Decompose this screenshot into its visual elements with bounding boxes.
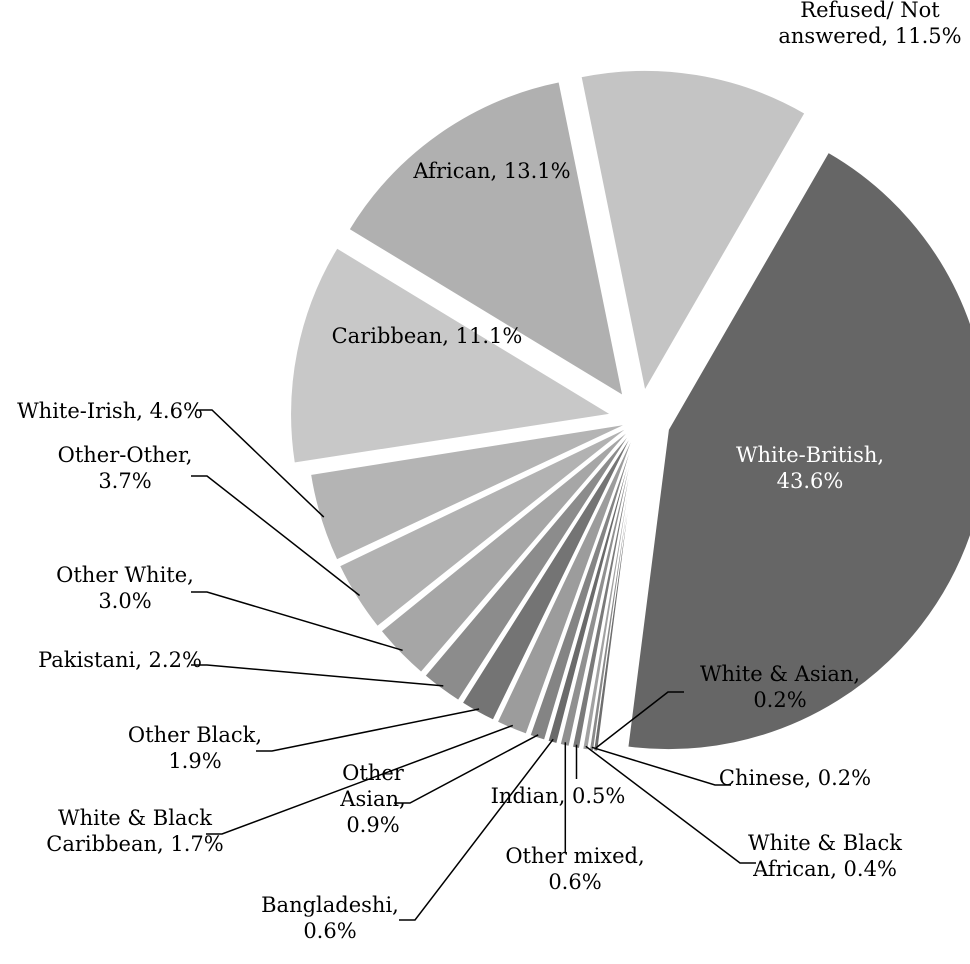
slice-label-white-irish: White-Irish, 4.6% xyxy=(17,399,203,423)
leader-line-chinese xyxy=(591,746,731,786)
pie-slices xyxy=(290,69,970,752)
leader-line-pakistani xyxy=(191,664,444,687)
pie-slice-other-white xyxy=(380,429,631,673)
slice-label-other-mixed: Other mixed, 0.6% xyxy=(505,844,644,894)
slice-label-white-british: White-British, 43.6% xyxy=(736,443,884,493)
leader-line-bangladeshi xyxy=(399,738,554,921)
leader-line-white-irish xyxy=(196,409,325,518)
slice-label-african: African, 13.1% xyxy=(412,159,570,183)
leader-line-other-other xyxy=(191,475,361,597)
pie-slice-white-black-caribbean xyxy=(496,432,636,735)
pie-slice-white-british xyxy=(627,151,970,751)
pie-slice-white-irish xyxy=(310,423,627,561)
leader-line-white-asian xyxy=(595,691,684,749)
leader-lines xyxy=(191,409,756,921)
pie-slice-pakistani xyxy=(424,430,633,701)
pie-slice-african xyxy=(348,81,624,397)
slice-label-bangladeshi: Bangladeshi, 0.6% xyxy=(261,893,399,943)
slice-label-white-black-caribbean: White & Black Caribbean, 1.7% xyxy=(46,806,223,856)
slice-label-chinese: Chinese, 0.2% xyxy=(719,766,871,790)
leader-line-other-asian xyxy=(394,734,539,804)
slice-labels: White-British, 43.6% White & Asian, 0.2% Chi… xyxy=(17,0,962,943)
leader-line-other-white xyxy=(191,591,403,652)
pie-slice-other-other xyxy=(338,426,629,628)
slice-label-other-white: Other White, 3.0% xyxy=(56,563,194,613)
pie-slice-other-black xyxy=(461,431,634,721)
pie-slice-other-asian xyxy=(529,433,637,741)
leader-line-other-black xyxy=(256,708,480,752)
slice-label-other-black: Other Black, 1.9% xyxy=(128,723,262,773)
leader-line-white-black-caribbean xyxy=(206,724,514,835)
slice-label-pakistani: Pakistani, 2.2% xyxy=(38,648,202,672)
pie-slice-bangladeshi xyxy=(547,433,637,745)
pie-slice-refused-not-answered xyxy=(580,69,806,392)
pie-slice-caribbean xyxy=(290,247,613,464)
leader-line-white-black-african xyxy=(585,745,756,864)
slice-label-refused-not-answered: Refused/ Not answered, 11.5% xyxy=(778,0,961,48)
slice-label-caribbean: Caribbean, 11.1% xyxy=(332,324,523,348)
slice-label-white-asian: White & Asian, 0.2% xyxy=(700,662,860,712)
slice-label-other-asian: Other Asian, 0.9% xyxy=(339,761,405,837)
slice-label-other-other: Other-Other, 3.7% xyxy=(58,443,193,493)
slice-label-indian: Indian, 0.5% xyxy=(491,784,626,808)
pie-slice-white-black-african xyxy=(582,433,639,751)
slice-label-white-black-african: White & Black African, 0.4% xyxy=(748,831,902,881)
